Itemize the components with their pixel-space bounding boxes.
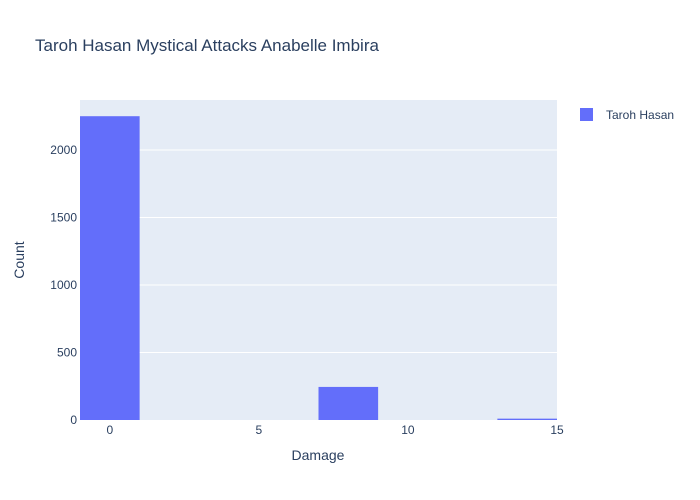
x-axis-title: Damage	[292, 447, 345, 463]
histogram-bar[interactable]	[497, 418, 557, 420]
gridlines	[80, 149, 557, 353]
x-tick-label: 10	[401, 423, 415, 437]
histogram-bar[interactable]	[80, 116, 140, 421]
legend-label[interactable]: Taroh Hasan	[606, 108, 674, 122]
x-tick-label: 5	[256, 423, 263, 437]
y-tick-label: 2000	[50, 143, 77, 157]
legend[interactable]: Taroh Hasan	[580, 108, 674, 122]
chart-title: Taroh Hasan Mystical Attacks Anabelle Im…	[35, 36, 379, 55]
y-axis-title: Count	[11, 241, 27, 278]
bars	[80, 116, 557, 421]
legend-swatch[interactable]	[580, 108, 593, 121]
plot-area	[80, 100, 557, 420]
y-axis-ticks: 0 500 1000 1500 2000	[50, 143, 77, 427]
y-tick-label: 500	[57, 345, 77, 359]
y-tick-label: 0	[70, 413, 77, 427]
x-tick-label: 15	[550, 423, 564, 437]
y-tick-label: 1500	[50, 210, 77, 224]
x-tick-label: 0	[106, 423, 113, 437]
histogram-bar[interactable]	[318, 386, 379, 420]
y-tick-label: 1000	[50, 278, 77, 292]
x-axis-ticks: 0 5 10 15	[106, 423, 564, 437]
